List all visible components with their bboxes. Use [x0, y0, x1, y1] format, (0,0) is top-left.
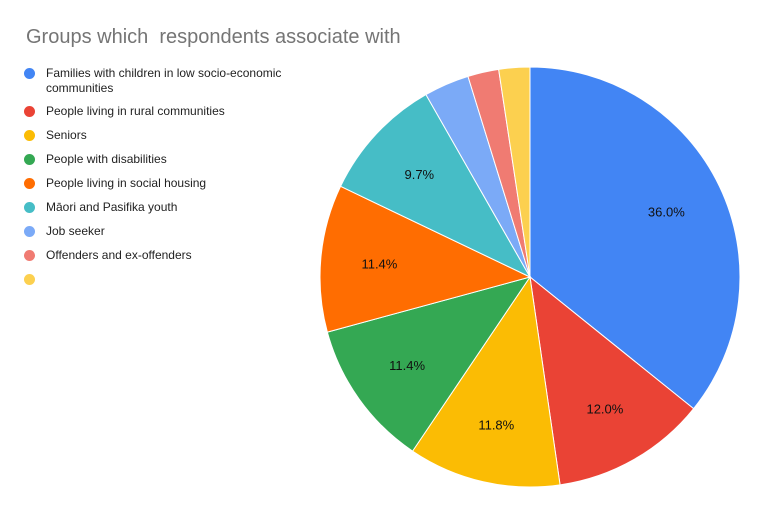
slice-value-label: 11.4%: [361, 256, 397, 271]
legend-label: People with disabilities: [46, 152, 167, 166]
legend-item: People living in social housing: [24, 176, 316, 191]
legend-label: People living in rural communities: [46, 104, 225, 118]
legend-swatch: [24, 274, 35, 285]
legend-item: Offenders and ex-offenders: [24, 248, 316, 263]
legend-label: Offenders and ex-offenders: [46, 248, 192, 262]
slice-value-label: 36.0%: [648, 205, 685, 220]
legend-swatch: [24, 202, 35, 213]
legend-item: People living in rural communities: [24, 104, 316, 119]
legend-item: Families with children in low socio-econ…: [24, 66, 316, 96]
pie-slice: [498, 66, 531, 278]
slice-value-label: 12.0%: [586, 401, 623, 416]
slice-value-label: 11.8%: [478, 417, 514, 432]
pie-slice: [529, 66, 741, 410]
legend-label: Job seeker: [46, 224, 105, 238]
legend-item: Job seeker: [24, 224, 316, 239]
slice-value-label: 9.7%: [404, 167, 434, 182]
legend-label: People living in social housing: [46, 176, 207, 190]
legend-item: [24, 272, 316, 285]
legend-item: Māori and Pasifika youth: [24, 200, 316, 215]
slice-value-label: 11.4%: [389, 358, 425, 373]
legend-label: Seniors: [46, 128, 87, 142]
legend-swatch: [24, 178, 35, 189]
pie-slice: [339, 93, 532, 279]
legend-swatch: [24, 250, 35, 261]
legend-swatch: [24, 130, 35, 141]
legend-swatch: [24, 154, 35, 165]
legend-swatch: [24, 226, 35, 237]
pie-slice: [319, 185, 532, 333]
legend-item: Seniors: [24, 128, 316, 143]
legend-label: Families with children in low socio-econ…: [46, 66, 282, 95]
pie-slice: [529, 275, 695, 486]
pie-slice: [326, 276, 532, 452]
legend-swatch: [24, 106, 35, 117]
legend-item: People with disabilities: [24, 152, 316, 167]
pie-slice: [411, 275, 561, 488]
legend-label: Māori and Pasifika youth: [46, 200, 178, 214]
chart-title: Groups which respondents associate with: [26, 26, 401, 48]
legend-swatch: [24, 68, 35, 79]
